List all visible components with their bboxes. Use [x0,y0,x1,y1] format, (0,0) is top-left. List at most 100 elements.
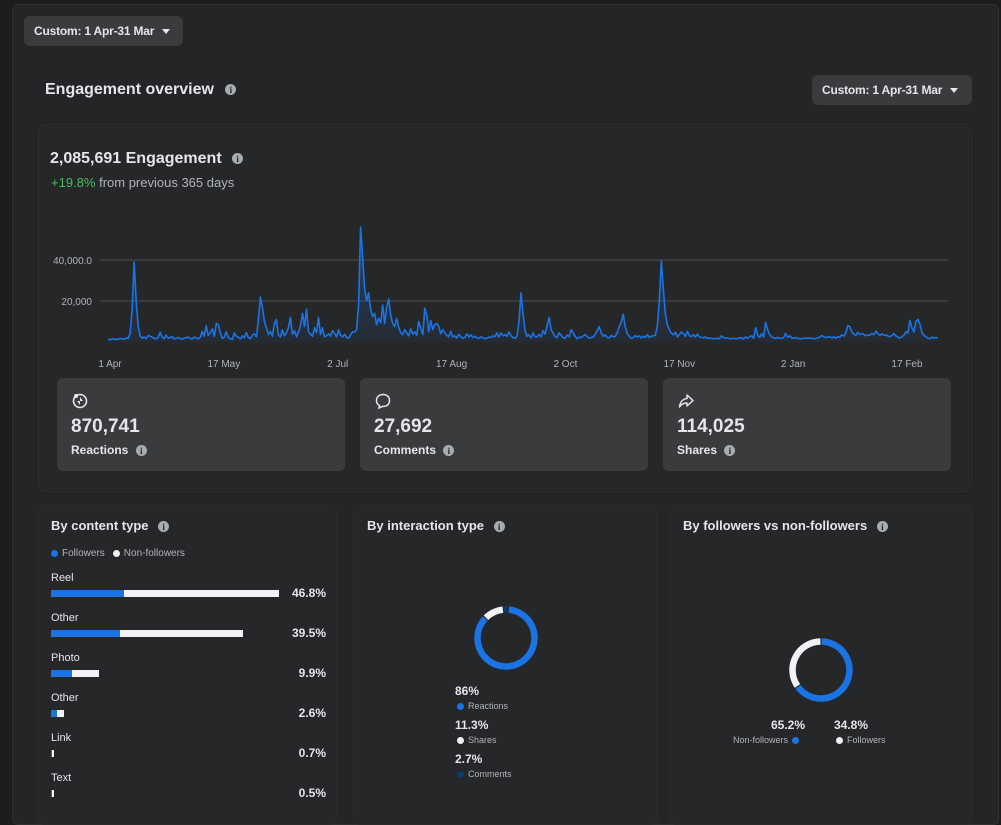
legend-non-followers: Non-followers [124,548,185,559]
non-followers-dot [792,737,799,744]
metric-label-text: Reactions [71,443,128,457]
reactions-legend-label: Reactions [468,701,508,711]
x-tick-label: 2 Jul [327,359,348,370]
change-text: from previous 365 days [99,175,234,190]
non-followers-legend: Non-followers [733,735,803,745]
donut-slice[interactable] [798,642,849,699]
content-row-bar[interactable] [51,670,99,677]
info-icon[interactable]: i [158,521,169,532]
info-icon[interactable]: i [877,521,888,532]
metric-card-comments[interactable]: 27,692 Comments i [360,378,648,471]
content-row-label: Other [51,612,79,624]
followers-dot [836,737,843,744]
engagement-date-filter-button[interactable]: Custom: 1 Apr-31 Mar [812,75,972,105]
info-icon[interactable]: i [724,445,735,456]
by-content-type-title: By content type i [51,518,169,533]
followers-legend-dot [51,550,58,557]
content-row-percent: 0.5% [299,786,326,800]
reactions-icon [71,392,89,410]
content-row-bar[interactable] [51,590,279,597]
comment-icon [374,392,392,410]
legend-followers: Followers [62,548,105,559]
metric-label: Reactions i [71,443,147,457]
followers-bar-segment [51,670,72,677]
info-icon[interactable]: i [225,84,236,95]
shares-legend-label: Shares [468,735,497,745]
reactions-legend: Reactions [457,701,508,711]
content-row-label: Reel [51,572,74,584]
content-legend: Followers Non-followers [51,548,185,559]
metric-value: 27,692 [374,416,432,438]
non-followers-legend-dot [113,550,120,557]
followers-bar-segment [51,590,124,597]
comments-dot [457,771,464,778]
content-row-percent: 0.7% [299,746,326,760]
donut-slice[interactable] [478,610,535,667]
donut-slice[interactable] [486,610,503,618]
share-icon [677,392,695,410]
followers-legend-label: Followers [847,735,886,745]
metric-label-text: Comments [374,443,436,457]
shares-dot [457,737,464,744]
caret-down-icon [162,29,170,34]
change-percent: +19.8% [51,175,95,190]
reactions-percent: 86% [455,684,479,698]
interaction-donut-chart [472,604,540,672]
engagement-date-filter-label: Custom: 1 Apr-31 Mar [822,83,942,97]
section-title-text: By interaction type [367,518,484,533]
followers-percent: 34.8% [834,718,868,732]
non-followers-legend-label: Non-followers [733,735,788,745]
reactions-dot [457,703,464,710]
x-tick-label: 17 Aug [436,359,467,370]
x-tick-label: 17 May [207,359,240,370]
info-icon[interactable]: i [443,445,454,456]
metric-card-reactions[interactable]: 870,741 Reactions i [57,378,345,471]
section-title-text: By followers vs non-followers [683,518,867,533]
by-followers-title: By followers vs non-followers i [683,518,888,533]
followers-legend: Followers [836,735,886,745]
shares-percent: 11.3% [455,718,488,732]
comments-legend-label: Comments [468,769,512,779]
section-title-text: By content type [51,518,149,533]
content-row-percent: 46.8% [292,586,326,600]
engagement-overview-title: Engagement overview i [45,81,236,99]
content-row-bar[interactable] [51,630,243,637]
content-row-bar[interactable] [51,790,54,797]
content-row-percent: 9.9% [299,666,326,680]
followers-donut-chart [787,636,855,704]
metric-value: 870,741 [71,416,140,438]
comments-legend: Comments [457,769,512,779]
info-icon[interactable]: i [232,153,243,164]
donut-slice[interactable] [793,642,821,686]
content-row-label: Other [51,692,79,704]
metric-label: Shares i [677,443,735,457]
engagement-total: 2,085,691 Engagement i [50,150,243,168]
followers-bar-segment [51,790,52,797]
by-interaction-type-card: By interaction type i 86% Reactions 11.3… [353,505,658,825]
metric-label: Comments i [374,443,454,457]
non-followers-percent: 65.2% [771,718,805,732]
x-tick-label: 17 Nov [663,359,695,370]
content-row-bar[interactable] [51,710,64,717]
x-tick-label: 17 Feb [891,359,923,370]
y-tick-label: 20,000 [61,297,92,308]
top-date-filter-label: Custom: 1 Apr-31 Mar [34,24,154,38]
content-row-percent: 2.6% [299,706,326,720]
metric-value: 114,025 [677,416,745,438]
x-tick-label: 2 Oct [553,359,577,370]
metric-card-shares[interactable]: 114,025 Shares i [663,378,951,471]
content-row-label: Link [51,732,71,744]
content-row-label: Photo [51,652,80,664]
info-icon[interactable]: i [136,445,147,456]
by-interaction-type-title: By interaction type i [367,518,505,533]
engagement-area [108,227,938,342]
content-row-label: Text [51,772,71,784]
engagement-total-text: 2,085,691 Engagement [50,150,222,167]
y-tick-label: 40,000.0 [53,256,92,267]
top-date-filter-button[interactable]: Custom: 1 Apr-31 Mar [24,16,183,46]
info-icon[interactable]: i [494,521,505,532]
followers-bar-segment [51,710,57,717]
content-row-bar[interactable] [51,750,54,757]
engagement-change: +19.8% from previous 365 days [51,175,234,190]
